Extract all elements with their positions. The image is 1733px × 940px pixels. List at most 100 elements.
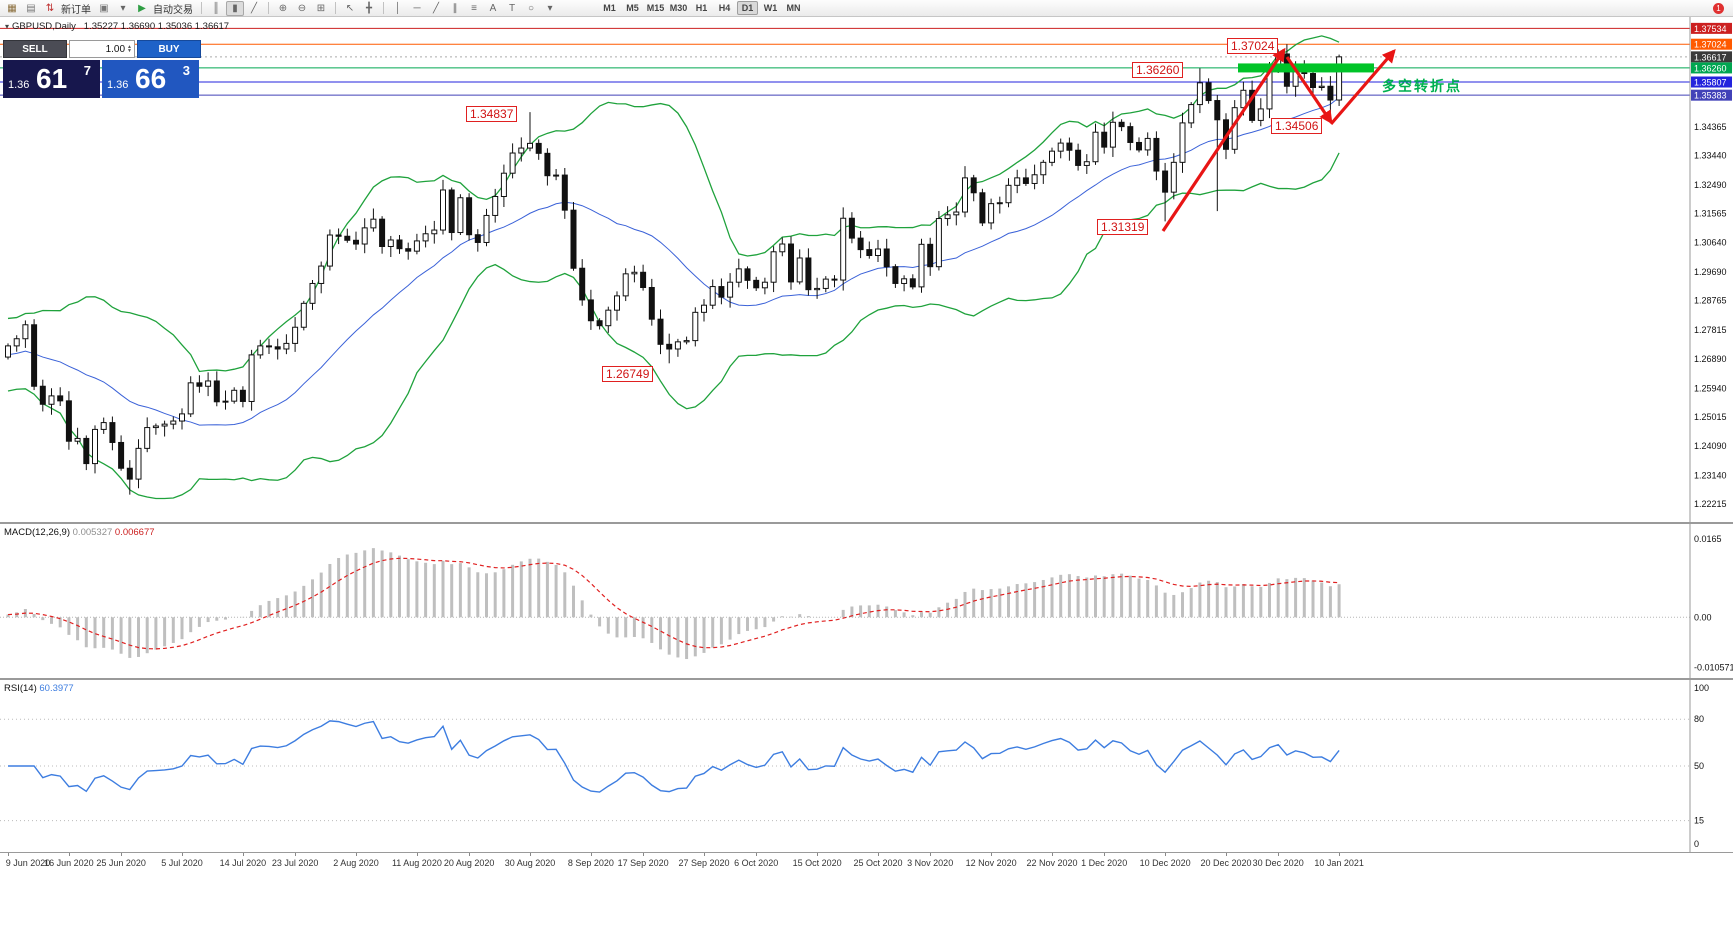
- candle-body: [335, 234, 342, 237]
- time-label: 27 Sep 2020: [678, 858, 730, 868]
- candle-body: [753, 279, 760, 289]
- timeframe-h1[interactable]: H1: [695, 3, 708, 13]
- candle-body: [970, 177, 977, 194]
- time-tick: [704, 853, 705, 856]
- text-icon[interactable]: A: [489, 2, 497, 14]
- candle-body: [266, 345, 272, 348]
- time-label: 25 Jun 2020: [96, 858, 146, 868]
- shapes-icon[interactable]: ○: [527, 2, 535, 14]
- label-icon[interactable]: T: [508, 2, 516, 14]
- price-axis-label: 1.33440: [1694, 151, 1727, 161]
- candle-body: [466, 197, 473, 236]
- price-tag-label: 1.35807: [1694, 78, 1727, 88]
- timeframe-m30[interactable]: M30: [669, 3, 688, 13]
- crosshair-icon[interactable]: ╋: [365, 2, 373, 14]
- candle-body: [640, 271, 647, 288]
- spinner-up-icon[interactable]: ▲: [127, 44, 132, 50]
- arrow-tools-icon[interactable]: ▾: [547, 2, 553, 14]
- time-axis[interactable]: 9 Jun 2020 16 Jun 2020 25 Jun 2020 5 Jul 20…: [0, 852, 1733, 872]
- new-chart-icon[interactable]: ▦: [7, 2, 17, 14]
- candle-body: [457, 197, 464, 234]
- candle-body: [152, 425, 159, 429]
- macd-panel-canvas[interactable]: 0.0165 0.00 -0.010571: [0, 524, 1733, 678]
- zoom-out-icon[interactable]: ⊖: [297, 2, 307, 14]
- new-order-button-label[interactable]: 新订单: [61, 4, 91, 16]
- candle-body: [727, 281, 734, 298]
- horizontal-line-icon[interactable]: ─: [413, 2, 421, 14]
- candle-body: [579, 267, 586, 301]
- rsi-panel-canvas[interactable]: 100 80 50 15 0: [0, 680, 1733, 852]
- candle-body: [988, 203, 995, 224]
- candle-body: [379, 218, 386, 248]
- timeframe-mn[interactable]: MN: [786, 3, 801, 13]
- autotrading-button[interactable]: ▶: [138, 2, 146, 14]
- one-click-trading-panel: SELL 1.00 ▲ ▼ BUY 1.36 61 7 1.36 66 3: [3, 40, 201, 98]
- candle-body: [1153, 137, 1160, 172]
- candle-body: [39, 385, 46, 405]
- candle-body: [500, 172, 507, 198]
- price-callout: 1.36260: [1132, 62, 1184, 78]
- candle-body: [692, 311, 699, 342]
- bar-chart-icon[interactable]: ║: [212, 2, 220, 14]
- candle-body: [605, 309, 612, 327]
- new-order-button[interactable]: ⇅: [45, 2, 55, 14]
- price-callout: 1.37024: [1227, 38, 1279, 54]
- candle-body: [74, 437, 81, 442]
- candlestick-icon[interactable]: ▮: [226, 0, 244, 16]
- fibonacci-icon[interactable]: ≡: [471, 2, 477, 14]
- chart-dropdown-icon[interactable]: ▾: [120, 2, 126, 14]
- volume-spinner[interactable]: ▲ ▼: [127, 44, 132, 54]
- time-label: 8 Sep 2020: [567, 858, 614, 868]
- sell-button[interactable]: SELL: [3, 40, 67, 58]
- candle-body: [631, 271, 638, 275]
- timeframe-w1[interactable]: W1: [763, 3, 778, 13]
- candle-body: [1075, 149, 1082, 166]
- bid-price-box[interactable]: 1.36 61 7: [3, 60, 100, 98]
- candle-body: [596, 320, 603, 327]
- timeframe-d1[interactable]: D1: [737, 1, 758, 15]
- line-chart-icon[interactable]: ╱: [250, 2, 258, 14]
- candle-body: [1118, 121, 1125, 128]
- candle-body: [205, 380, 212, 387]
- timeframe-m1[interactable]: M1: [603, 3, 616, 13]
- ask-price-box[interactable]: 1.36 66 3: [102, 60, 199, 98]
- ask-big-digits: 66: [135, 63, 167, 94]
- chart-window-icon[interactable]: ▣: [99, 2, 109, 14]
- price-callout: 1.31319: [1097, 219, 1149, 235]
- timeframe-m5[interactable]: M5: [626, 3, 639, 13]
- collapse-icon[interactable]: ▾: [5, 22, 10, 31]
- candle-body: [361, 227, 368, 245]
- time-tick: [8, 853, 9, 856]
- candle-body: [1318, 85, 1325, 88]
- panel-separator[interactable]: [0, 522, 1733, 524]
- candle-body: [274, 346, 281, 350]
- timeframe-m15[interactable]: M15: [646, 3, 665, 13]
- time-tick: [1165, 853, 1167, 856]
- toolbar: ▦ ▤ ⇅ 新订单 ▣ ▾ ▶ 自动交易 ║ ▮ ╱ ⊕ ⊖ ⊞ ↖ ╋ │ ─ ╱ ∥ ≡ A T ○ ▾ M1 M5 M15 M30…: [0, 0, 1733, 17]
- price-axis-label: 1.28765: [1694, 296, 1727, 306]
- channel-icon[interactable]: ∥: [452, 2, 458, 14]
- candle-body: [883, 248, 890, 268]
- vertical-line-icon[interactable]: │: [394, 2, 402, 14]
- timeframe-h4[interactable]: H4: [718, 3, 731, 13]
- cursor-icon[interactable]: ↖: [345, 2, 355, 14]
- autotrading-button-label[interactable]: 自动交易: [153, 4, 193, 16]
- time-tick: [469, 853, 471, 856]
- volume-field[interactable]: 1.00 ▲ ▼: [69, 40, 135, 58]
- buy-button[interactable]: BUY: [137, 40, 201, 58]
- price-chart-canvas[interactable]: 1.34365 1.33440 1.32490 1.31565 1.30640 1.296…: [0, 17, 1733, 522]
- time-tick: [356, 853, 357, 856]
- notification-badge[interactable]: 1: [1713, 2, 1724, 14]
- panel-separator[interactable]: [0, 678, 1733, 680]
- candle-body: [292, 326, 299, 344]
- profiles-icon[interactable]: ▤: [26, 2, 36, 14]
- candle-body: [1214, 100, 1221, 121]
- time-label: 17 Sep 2020: [617, 858, 669, 868]
- zoom-in-icon[interactable]: ⊕: [278, 2, 288, 14]
- candle-body: [561, 174, 568, 211]
- spinner-down-icon[interactable]: ▼: [127, 48, 132, 54]
- trendline-icon[interactable]: ╱: [432, 2, 440, 14]
- candle-body: [1136, 141, 1142, 151]
- tile-windows-icon[interactable]: ⊞: [316, 2, 326, 14]
